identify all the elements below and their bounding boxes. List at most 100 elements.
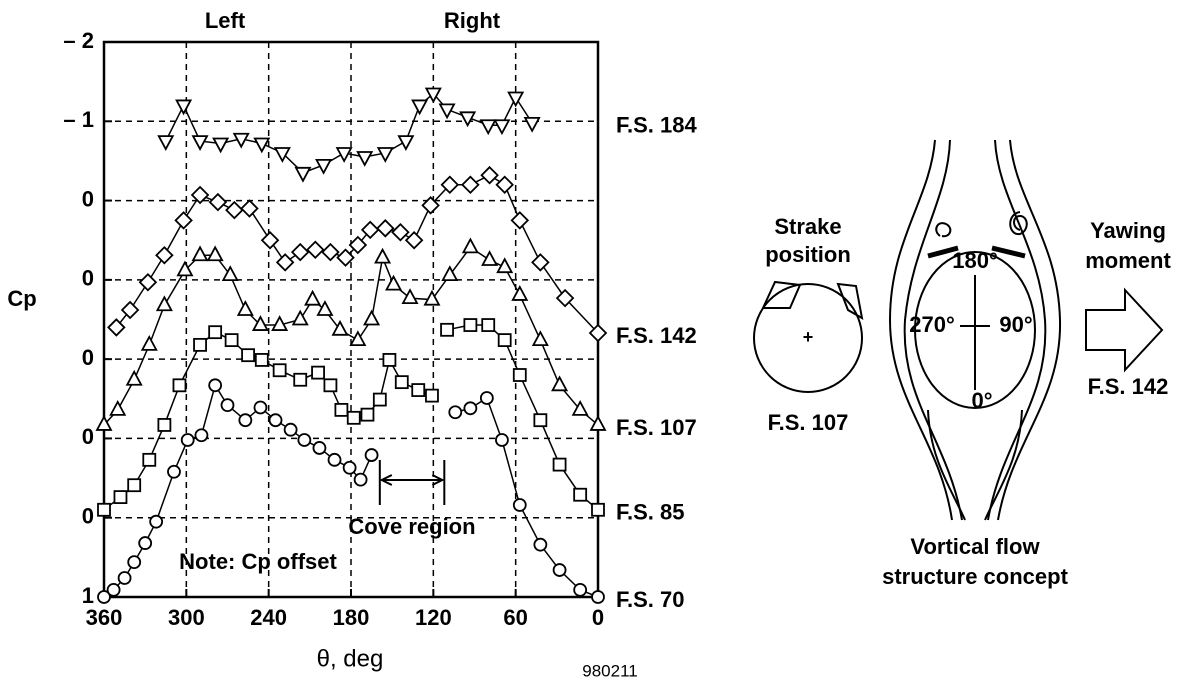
data-point <box>236 300 254 316</box>
data-point <box>193 337 207 352</box>
x-tick-label: 240 <box>250 605 287 630</box>
data-point <box>391 223 410 242</box>
x-tick-label: 360 <box>86 605 123 630</box>
x-tick-label: 0 <box>592 605 604 630</box>
data-point <box>440 175 460 194</box>
data-point <box>589 415 607 431</box>
data-point <box>459 111 477 128</box>
data-point <box>551 375 569 392</box>
data-point <box>138 272 158 292</box>
x-tick-label: 120 <box>415 605 452 630</box>
data-point <box>232 132 250 149</box>
data-point <box>208 192 228 212</box>
data-point <box>356 151 374 167</box>
data-point <box>283 422 298 437</box>
strake-diagram: Strake position + F.S. 107 <box>753 214 864 435</box>
data-point <box>175 99 193 116</box>
y-tick-label: 0 <box>82 504 94 529</box>
data-point <box>180 433 195 447</box>
yawing-label: Yawing <box>1090 218 1166 243</box>
y-axis-label: Cp <box>7 286 36 311</box>
data-point <box>140 334 158 351</box>
data-point <box>363 309 381 326</box>
angle-label: 180° <box>952 248 998 273</box>
moment-arrow <box>1085 287 1164 373</box>
data-point <box>97 590 111 604</box>
left-label: Left <box>205 8 246 33</box>
data-point <box>531 330 549 347</box>
data-point <box>376 219 395 238</box>
data-point <box>224 333 239 348</box>
data-point <box>253 137 271 154</box>
x-axis-label: θ, deg <box>317 645 384 672</box>
data-point <box>191 245 209 262</box>
data-point <box>411 383 426 397</box>
data-point <box>297 433 312 447</box>
data-point <box>348 235 368 255</box>
data-point <box>479 391 494 405</box>
y-tick-label: 0 <box>82 186 94 211</box>
data-point <box>376 147 394 163</box>
streamline <box>987 139 1047 521</box>
data-point <box>109 399 127 416</box>
data-point <box>290 242 310 262</box>
y-tick-label: – 1 <box>63 107 94 132</box>
data-point <box>448 405 463 420</box>
data-point <box>149 514 164 529</box>
series-label: F.S. 107 <box>616 415 697 440</box>
data-point <box>591 590 605 604</box>
y-tick-label: 1 <box>82 583 94 608</box>
data-point <box>106 582 121 597</box>
data-point <box>552 457 567 472</box>
data-point <box>254 353 269 367</box>
data-point <box>268 413 283 428</box>
data-point <box>323 378 338 393</box>
strake <box>927 245 1026 259</box>
data-point <box>382 353 397 367</box>
data-point <box>113 490 128 505</box>
data-point <box>493 119 511 136</box>
data-point <box>523 116 541 133</box>
data-point <box>481 250 499 266</box>
data-point <box>260 230 280 250</box>
data-point <box>190 185 210 205</box>
data-point <box>321 242 340 262</box>
data-point <box>573 487 588 502</box>
data-point <box>463 401 478 416</box>
data-point <box>220 398 235 413</box>
data-point <box>306 240 325 260</box>
data-point <box>495 433 509 447</box>
data-point <box>273 147 291 163</box>
data-point <box>225 200 244 220</box>
series-label: F.S. 70 <box>616 587 684 612</box>
vortex <box>935 222 952 238</box>
x-tick-label: 60 <box>503 605 527 630</box>
data-point <box>117 571 132 585</box>
data-point <box>194 428 209 443</box>
data-point <box>157 135 175 152</box>
data-point <box>331 319 349 336</box>
right-label: Right <box>444 8 501 33</box>
data-point <box>573 582 588 597</box>
data-point <box>394 375 409 390</box>
data-point <box>342 460 357 475</box>
series-line <box>165 92 533 174</box>
data-point <box>555 288 575 308</box>
data-point <box>497 333 512 348</box>
data-point <box>441 265 459 281</box>
y-tick-label: – 2 <box>63 28 94 53</box>
data-point <box>336 248 355 267</box>
yawing-label: moment <box>1085 248 1171 273</box>
data-point <box>127 478 142 493</box>
angle-label: 0° <box>971 388 992 413</box>
data-point <box>531 253 550 272</box>
series-label: F.S. 142 <box>616 323 697 348</box>
data-point <box>440 322 454 337</box>
data-point <box>423 289 441 306</box>
data-point <box>404 230 424 250</box>
data-point <box>438 103 456 120</box>
data-point <box>311 365 325 380</box>
data-point <box>272 363 287 378</box>
data-point <box>480 165 499 185</box>
data-point <box>293 372 308 387</box>
